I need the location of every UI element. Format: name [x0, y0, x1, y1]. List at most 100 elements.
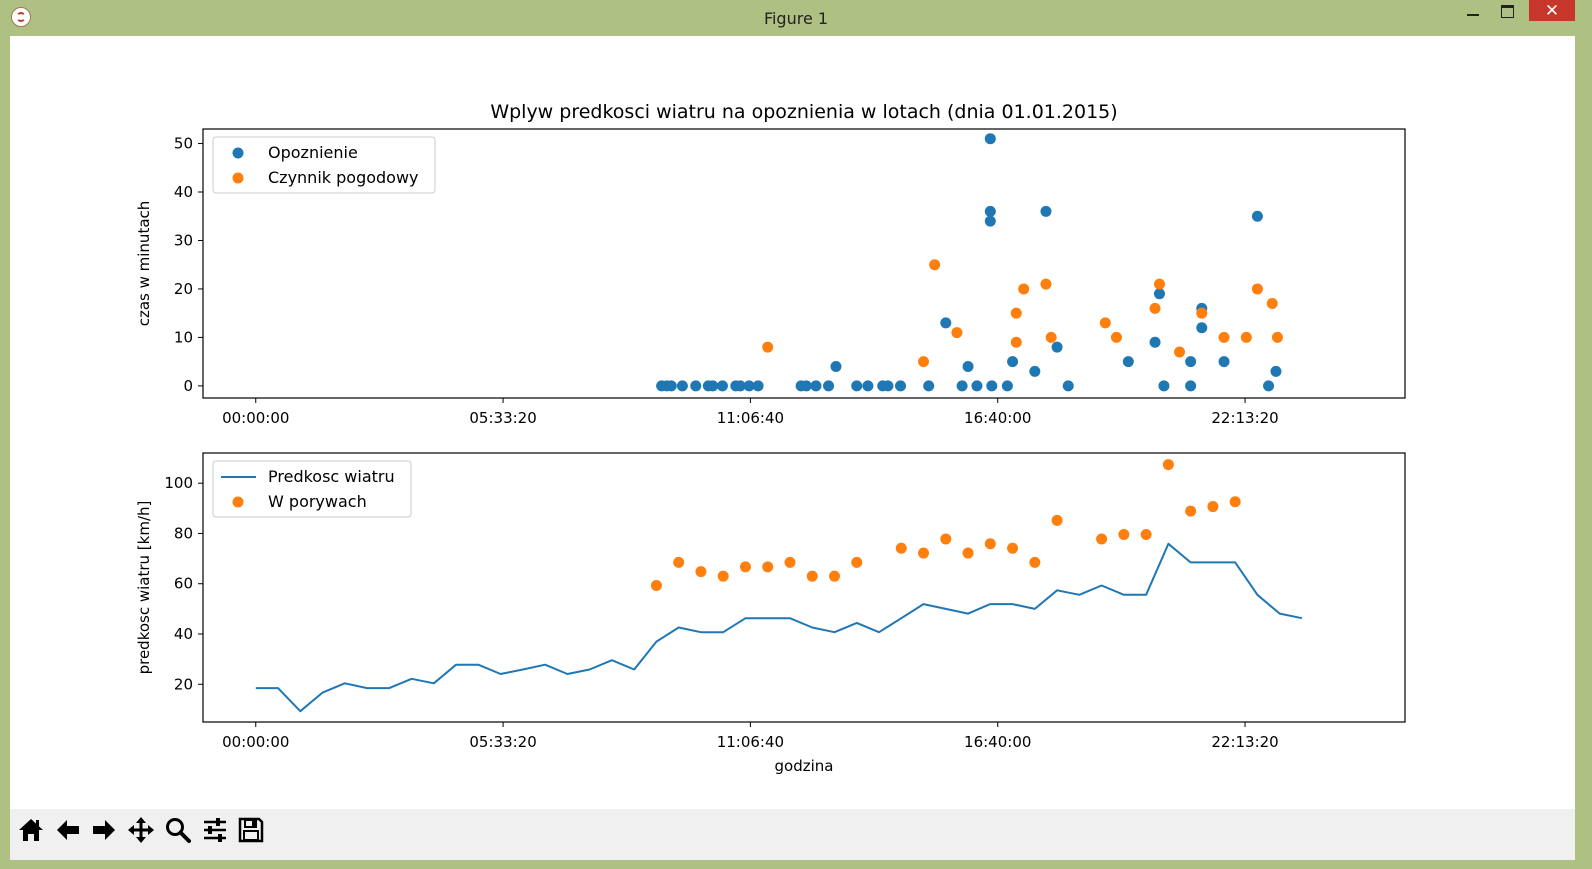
x-axis-label: godzina	[775, 757, 834, 775]
data-point	[830, 360, 842, 372]
data-point	[895, 542, 907, 554]
y-tick-label: 20	[174, 280, 193, 298]
data-point	[1040, 278, 1052, 290]
data-point	[1218, 356, 1230, 368]
arrow-left-icon	[57, 820, 79, 840]
y-tick-label: 80	[174, 524, 193, 542]
data-point	[1185, 505, 1197, 517]
x-tick-label: 00:00:00	[222, 733, 289, 751]
close-button[interactable]: ✕	[1529, 0, 1575, 21]
pan-button[interactable]	[124, 813, 158, 847]
x-tick-label: 05:33:20	[469, 409, 536, 427]
y-tick-label: 40	[174, 625, 193, 643]
data-point	[1149, 336, 1161, 348]
data-point	[956, 380, 968, 392]
data-point	[862, 380, 874, 392]
home-button[interactable]	[14, 813, 48, 847]
data-point	[971, 380, 983, 392]
chart-title: Wplyw predkosci wiatru na opoznienia w l…	[490, 101, 1117, 123]
legend-label: W porywach	[268, 492, 367, 511]
home-icon	[19, 819, 43, 841]
data-point	[1010, 336, 1022, 348]
data-point	[784, 556, 796, 568]
maximize-button[interactable]	[1494, 0, 1520, 22]
data-point	[800, 380, 812, 392]
app-icon[interactable]	[11, 7, 31, 27]
legend-marker-swatch	[232, 147, 244, 159]
data-point	[1051, 514, 1063, 526]
data-point	[882, 380, 894, 392]
figure-svg: Wplyw predkosci wiatru na opoznienia w l…	[135, 101, 1406, 775]
navigation-toolbar	[10, 809, 1575, 860]
magnifier-icon	[166, 818, 191, 843]
y-tick-label: 100	[164, 474, 193, 492]
forward-button[interactable]	[87, 813, 121, 847]
minimize-button[interactable]	[1460, 0, 1486, 22]
data-point	[1158, 380, 1170, 392]
data-point	[918, 547, 930, 559]
data-point	[1229, 496, 1241, 508]
legend-label: Opoznienie	[268, 143, 358, 162]
data-point	[984, 133, 996, 145]
data-point	[1251, 283, 1263, 295]
data-point	[743, 380, 755, 392]
data-point	[962, 547, 974, 559]
data-point	[1263, 380, 1275, 392]
back-button[interactable]	[51, 813, 85, 847]
data-point	[828, 570, 840, 582]
data-point	[707, 380, 719, 392]
data-point	[1099, 317, 1111, 329]
data-point	[1007, 356, 1019, 368]
data-point	[1029, 556, 1041, 568]
window-title: Figure 1	[763, 9, 829, 28]
data-point	[673, 556, 685, 568]
data-point	[984, 205, 996, 217]
legend-label: Predkosc wiatru	[268, 467, 395, 486]
legend-marker-swatch	[232, 172, 244, 184]
data-point	[823, 380, 835, 392]
data-point	[1010, 307, 1022, 319]
data-point	[1007, 542, 1019, 554]
data-point	[1149, 302, 1161, 314]
data-point	[1271, 331, 1283, 343]
data-point	[940, 533, 952, 545]
data-point	[1045, 331, 1057, 343]
data-point	[986, 380, 998, 392]
x-tick-label: 05:33:20	[469, 733, 536, 751]
figure-canvas: Wplyw predkosci wiatru na opoznienia w l…	[10, 36, 1575, 860]
y-tick-label: 60	[174, 575, 193, 593]
data-point	[739, 561, 751, 573]
data-point	[1140, 528, 1152, 540]
data-point	[762, 561, 774, 573]
zoom-button[interactable]	[161, 813, 195, 847]
data-point	[951, 327, 963, 339]
data-point	[1040, 205, 1052, 217]
save-button[interactable]	[234, 813, 268, 847]
data-point	[1270, 365, 1282, 377]
data-point	[895, 380, 907, 392]
legend-label: Czynnik pogodowy	[268, 168, 419, 187]
data-point	[929, 259, 941, 271]
subplots-button[interactable]	[198, 813, 232, 847]
data-point	[1196, 322, 1208, 334]
data-point	[1218, 331, 1230, 343]
window-titlebar[interactable]: Figure 1 ✕	[0, 0, 1592, 36]
data-point	[984, 538, 996, 550]
data-point	[695, 566, 707, 578]
data-point	[1018, 283, 1030, 295]
data-point	[1162, 459, 1174, 471]
data-point	[1251, 210, 1263, 222]
y-tick-label: 40	[174, 183, 193, 201]
data-point	[1118, 528, 1130, 540]
data-point	[940, 317, 952, 329]
data-point	[676, 380, 688, 392]
legend-marker-swatch	[232, 496, 244, 508]
data-point	[984, 215, 996, 227]
data-point	[1174, 346, 1186, 358]
y-tick-label: 20	[174, 675, 193, 693]
x-tick-label: 11:06:40	[717, 409, 784, 427]
data-point	[1207, 501, 1219, 513]
data-point	[1196, 307, 1208, 319]
data-point	[1110, 331, 1122, 343]
x-tick-label: 00:00:00	[222, 409, 289, 427]
